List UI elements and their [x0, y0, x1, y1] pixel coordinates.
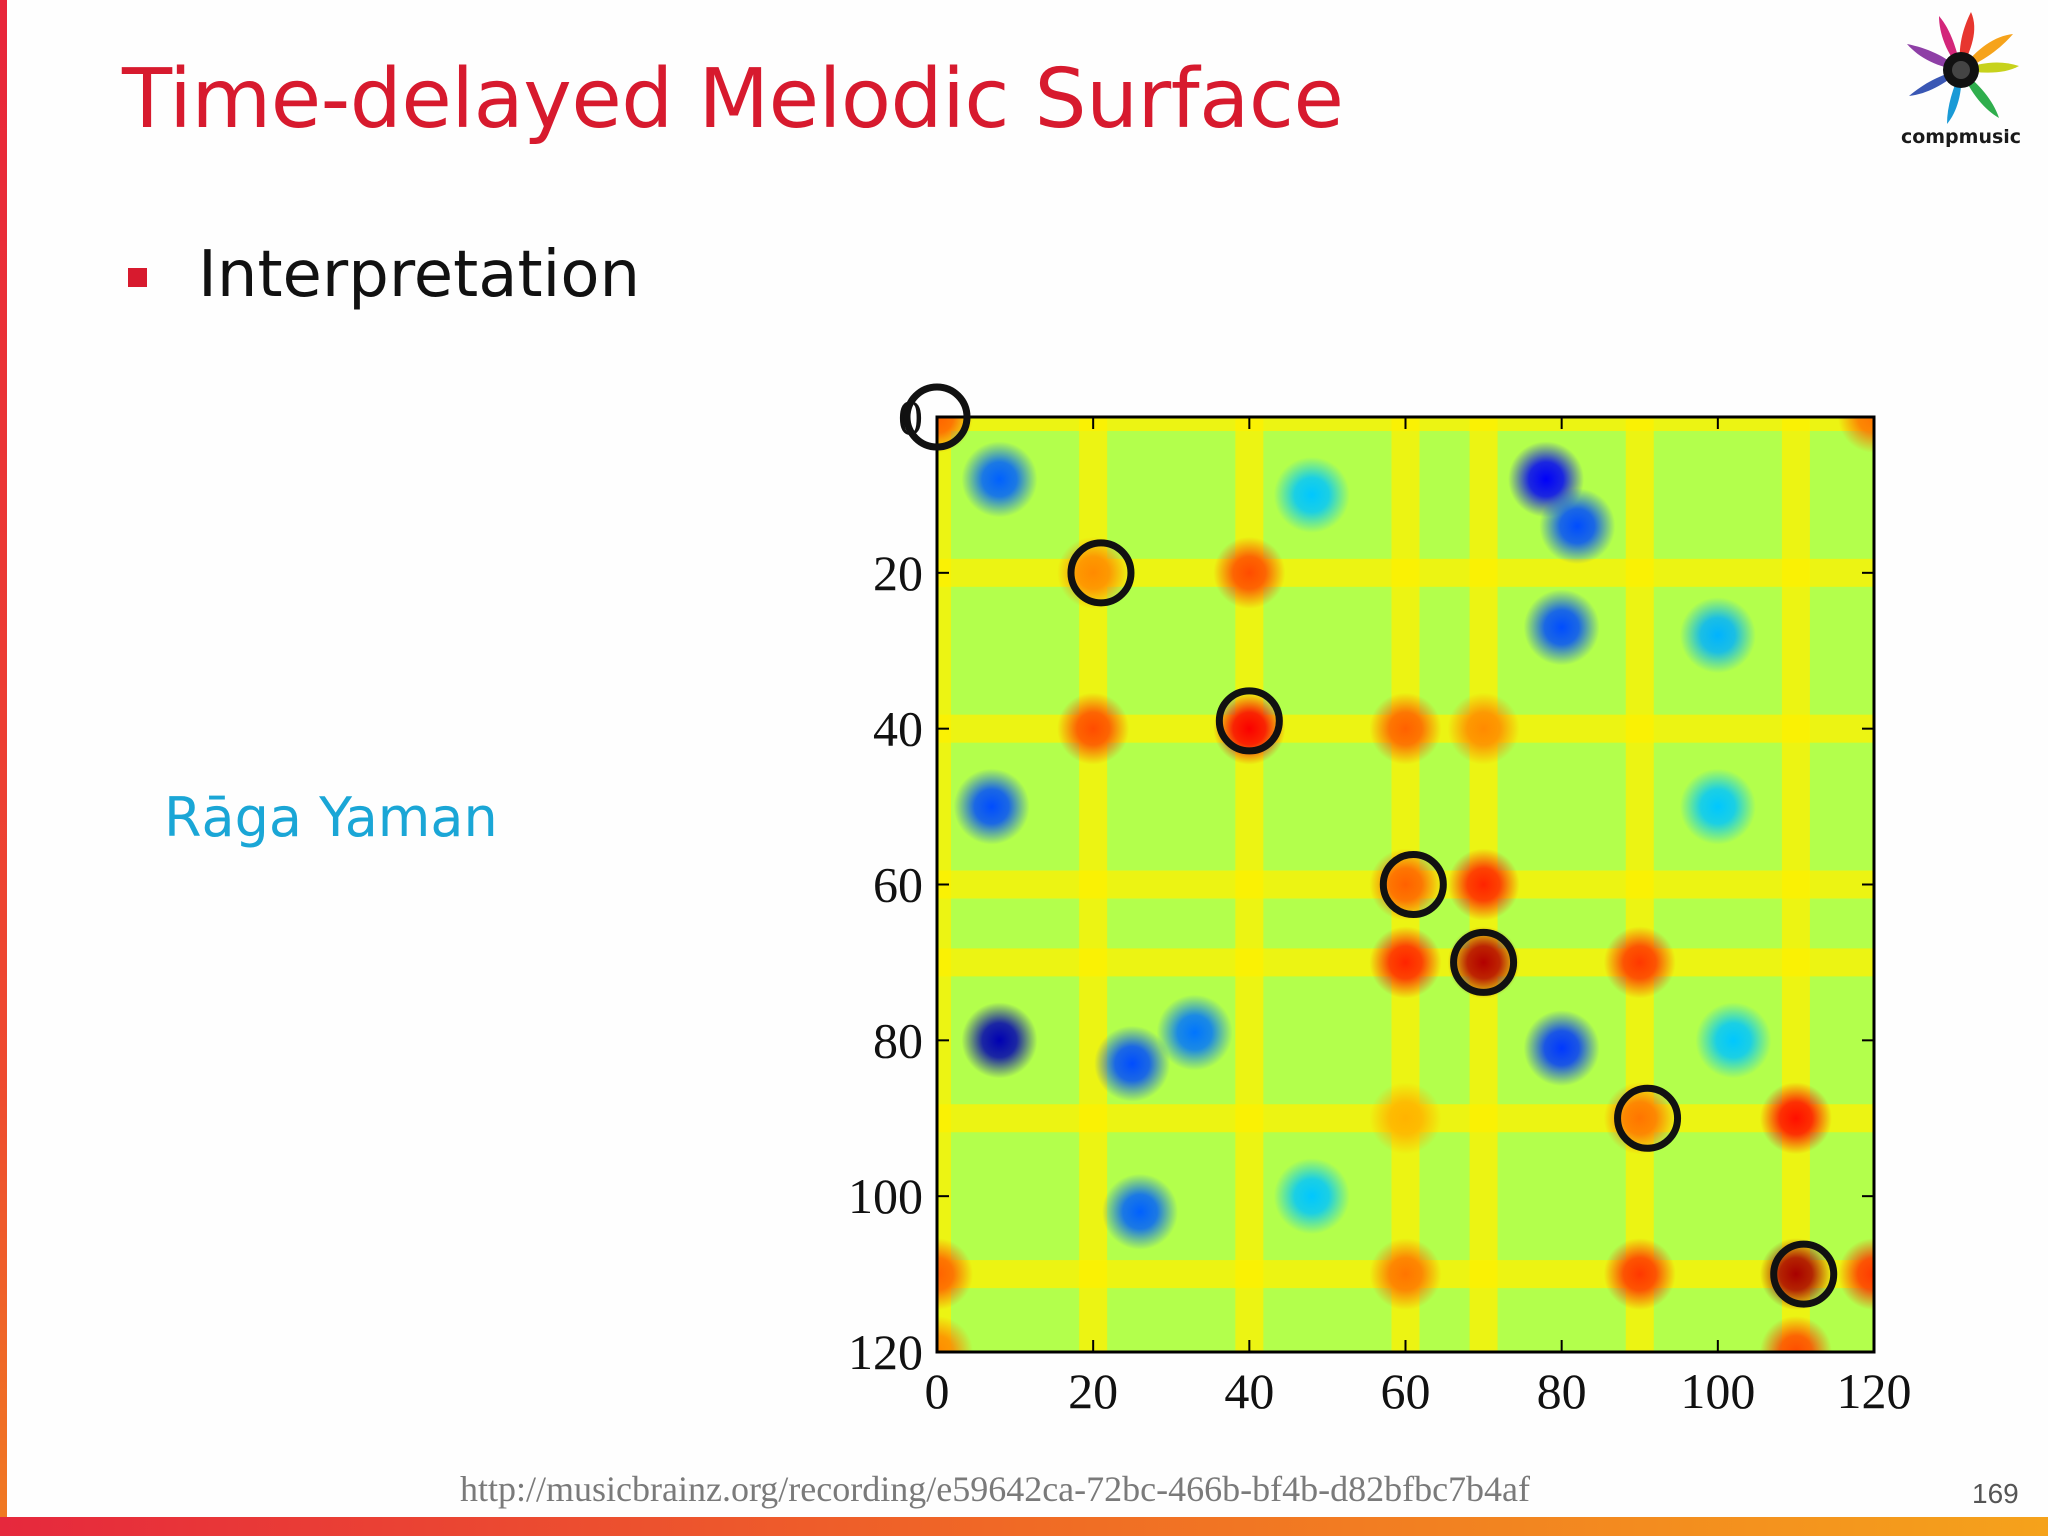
heatmap-hot-spot — [1213, 536, 1286, 609]
heatmap-hot-spot — [1759, 1316, 1832, 1352]
heatmap-hot-spot — [1447, 692, 1520, 765]
heatmap-hot-spot — [1838, 417, 1874, 453]
heatmap-cold-spot — [1523, 1010, 1600, 1087]
heatmap-cold-spot — [1273, 456, 1350, 533]
y-tick-label: 60 — [873, 857, 923, 913]
heatmap-hot-spot — [937, 1238, 973, 1311]
heatmap — [937, 417, 1874, 1352]
x-tick-label: 0 — [925, 1363, 950, 1419]
heatmap-band-vertical — [1625, 417, 1654, 1352]
annotation-circle — [1379, 851, 1447, 918]
heatmap-hot-spot — [1759, 1082, 1832, 1155]
annotation-circle — [1067, 539, 1135, 607]
heatmap-hot-spot — [1369, 692, 1442, 765]
heatmap-cold-spot — [1679, 597, 1756, 674]
y-tick-label: 20 — [873, 545, 923, 601]
annotation-circle — [903, 383, 971, 451]
bottom-accent-bar — [0, 1517, 2048, 1536]
heatmap-hot-spot — [1603, 1238, 1676, 1311]
heatmap-cold-spot — [1273, 1158, 1350, 1235]
heatmap-hot-spot — [1369, 1238, 1442, 1311]
heatmap-hot-spot — [1838, 1238, 1874, 1311]
logo-text: compmusic — [1900, 126, 2022, 148]
left-accent-bar — [0, 0, 7, 1536]
heatmap-cold-spot — [1695, 1002, 1772, 1079]
heatmap-cold-spot — [1102, 1173, 1179, 1250]
heatmap-cold-spot — [1094, 1025, 1171, 1102]
heatmap-cold-spot — [953, 768, 1030, 845]
heatmap-hot-spot — [1369, 1082, 1442, 1155]
slide-number: 169 — [1972, 1478, 2019, 1509]
x-tick-label: 20 — [1068, 1363, 1118, 1419]
heatmap-cold-spot — [1679, 768, 1756, 845]
annotation-circle — [1770, 1240, 1838, 1308]
heatmap-cold-spot — [1539, 488, 1616, 565]
annotation-circle — [1215, 687, 1283, 755]
x-tick-label: 120 — [1837, 1363, 1912, 1419]
page-title: Time-delayed Melodic Surface — [122, 52, 1344, 147]
heatmap-hot-spot — [937, 1316, 973, 1352]
pinwheel-icon — [1907, 12, 2019, 124]
heatmap-band-vertical — [1781, 417, 1810, 1352]
x-tick-label: 40 — [1224, 1363, 1274, 1419]
heatmap-cold-spot — [961, 1002, 1038, 1079]
y-tick-label: 100 — [848, 1168, 923, 1224]
annotation-circle — [1614, 1084, 1682, 1152]
heatmap-hot-spot — [1603, 926, 1676, 999]
bullet-square-icon — [128, 268, 147, 287]
compmusic-logo: compmusic — [1896, 8, 2026, 158]
y-tick-label: 120 — [848, 1324, 923, 1380]
annotation-circle — [1450, 928, 1518, 996]
heatmap-cold-spot — [961, 441, 1038, 518]
heatmap-hot-spot — [1057, 692, 1130, 765]
x-tick-label: 100 — [1680, 1363, 1755, 1419]
heatmap-cold-spot — [1523, 589, 1600, 666]
source-url[interactable]: http://musicbrainz.org/recording/e59642c… — [460, 1469, 1531, 1509]
y-tick-label: 80 — [873, 1012, 923, 1068]
heatmap-hot-spot — [1369, 926, 1442, 999]
raga-label: Rāga Yaman — [164, 786, 498, 849]
x-tick-label: 80 — [1537, 1363, 1587, 1419]
heatmap-hot-spot — [1447, 848, 1520, 921]
heatmap-cold-spot — [1156, 994, 1233, 1071]
y-tick-label: 40 — [873, 701, 923, 757]
bullet-interpretation: Interpretation — [198, 238, 641, 312]
heatmap-hot-spot — [1447, 926, 1520, 999]
x-tick-label: 60 — [1381, 1363, 1431, 1419]
annotation-circles — [903, 383, 1838, 1308]
